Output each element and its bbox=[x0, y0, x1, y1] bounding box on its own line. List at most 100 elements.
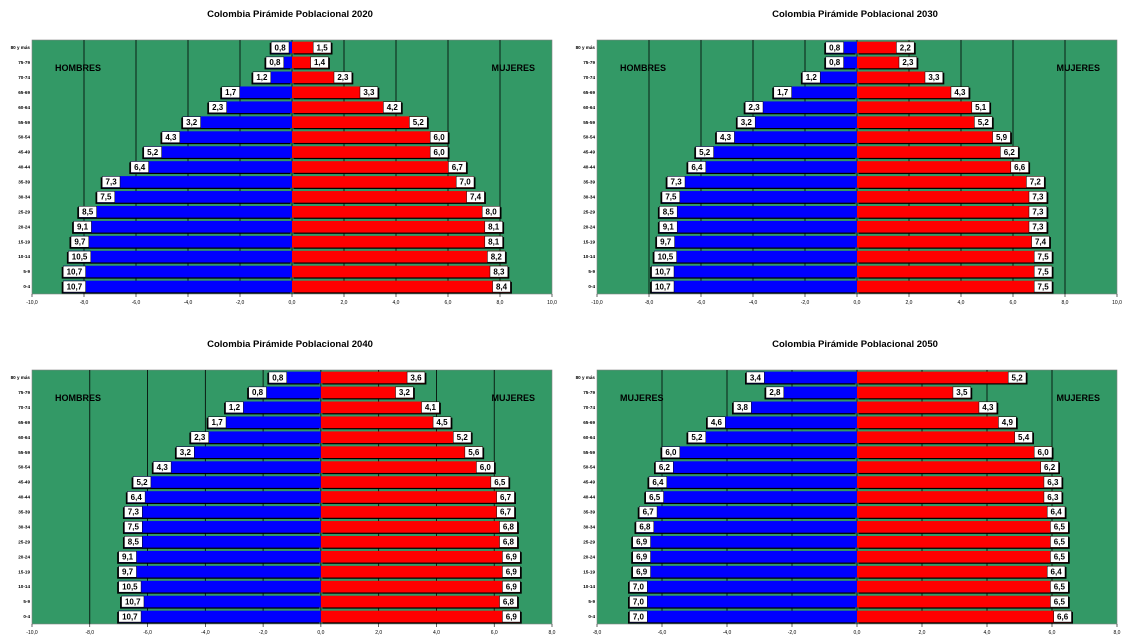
value-label: 10,7 bbox=[67, 267, 83, 276]
bar-right bbox=[292, 191, 485, 203]
value-label-box bbox=[453, 431, 472, 444]
bar-left bbox=[78, 205, 292, 218]
value-label: 6,8 bbox=[503, 523, 515, 532]
age-group-label: 80 y más bbox=[11, 375, 31, 380]
value-label: 2,3 bbox=[194, 433, 206, 442]
value-label-box bbox=[998, 416, 1017, 429]
value-label: 6,9 bbox=[506, 568, 518, 577]
bar-right bbox=[320, 550, 521, 563]
value-label: 7,5 bbox=[100, 193, 112, 202]
x-tick-label: 8,0 bbox=[1114, 630, 1121, 635]
bar-left bbox=[143, 146, 292, 158]
value-label-box bbox=[648, 476, 668, 488]
x-tick-label: 0,0 bbox=[854, 630, 861, 635]
value-label: 7,2 bbox=[1030, 178, 1042, 187]
value-label: 0,8 bbox=[252, 388, 264, 397]
value-label-box bbox=[101, 176, 121, 188]
bar-left bbox=[651, 280, 857, 293]
value-label-box bbox=[499, 521, 518, 533]
value-label: 1,2 bbox=[256, 73, 268, 82]
age-group-label: 70-74 bbox=[18, 75, 30, 80]
value-label: 1,7 bbox=[212, 418, 224, 427]
age-group-label: 0-4 bbox=[23, 614, 30, 619]
value-label-box bbox=[466, 191, 485, 203]
bar-left bbox=[121, 595, 321, 608]
value-label: 4,3 bbox=[157, 463, 169, 472]
value-label-box bbox=[1033, 280, 1053, 293]
bar-left bbox=[629, 610, 857, 623]
value-label: 7,3 bbox=[1032, 208, 1044, 217]
value-label: 7,4 bbox=[470, 193, 482, 202]
bar-left bbox=[773, 86, 857, 99]
value-label-box bbox=[1046, 506, 1066, 518]
age-group-label: 50-54 bbox=[18, 135, 30, 140]
value-label: 8,0 bbox=[486, 208, 498, 217]
value-label: 6,3 bbox=[1047, 478, 1059, 487]
bar-right bbox=[320, 595, 518, 608]
value-label: 6,5 bbox=[1054, 523, 1066, 532]
x-tick-label: -4,0 bbox=[749, 300, 758, 305]
bar-right bbox=[320, 461, 495, 473]
bar-left bbox=[182, 116, 292, 129]
bar-right bbox=[857, 476, 1062, 488]
value-label-box bbox=[707, 416, 726, 429]
age-group-label: 65-69 bbox=[583, 420, 595, 425]
value-label: 6,5 bbox=[494, 478, 506, 487]
value-label-box bbox=[635, 521, 655, 533]
bar-left bbox=[688, 431, 857, 444]
value-label: 2,8 bbox=[769, 388, 781, 397]
value-label-box bbox=[207, 416, 227, 429]
value-label: 2,2 bbox=[900, 43, 912, 52]
value-label-box bbox=[176, 446, 195, 458]
age-group-label: 65-69 bbox=[583, 90, 595, 95]
value-label-box bbox=[492, 280, 511, 293]
pyramid-chart-2050: Colombia Pirámide Poblacional 2050 -8,0 -6… bbox=[565, 330, 1130, 635]
left-side-label: HOMBRES bbox=[55, 393, 101, 403]
value-label-box bbox=[651, 265, 675, 278]
value-label: 0,8 bbox=[269, 58, 281, 67]
bar-left bbox=[248, 386, 321, 399]
value-label: 3,2 bbox=[180, 448, 192, 457]
bar-right bbox=[857, 431, 1033, 444]
age-group-label: 45-49 bbox=[583, 480, 595, 485]
bar-right bbox=[857, 580, 1069, 593]
age-group-label: 75-79 bbox=[18, 60, 30, 65]
x-tick-label: -6,0 bbox=[143, 630, 152, 635]
bar-left bbox=[130, 161, 292, 173]
value-label: 7,5 bbox=[665, 193, 677, 202]
value-label-box bbox=[659, 206, 678, 218]
bar-left bbox=[651, 265, 857, 278]
bar-right bbox=[857, 610, 1072, 623]
bar-right bbox=[292, 265, 508, 278]
value-label-box bbox=[421, 401, 440, 414]
value-label: 4,5 bbox=[436, 418, 448, 427]
bar-left bbox=[176, 446, 321, 459]
bar-left bbox=[208, 416, 321, 429]
left-side-label: HOMBRES bbox=[55, 63, 101, 73]
value-label-box bbox=[666, 176, 686, 188]
value-label: 0,8 bbox=[829, 43, 841, 52]
age-group-label: 30-34 bbox=[583, 194, 595, 199]
value-label: 8,1 bbox=[488, 238, 500, 247]
bar-right bbox=[857, 220, 1047, 233]
age-group-label: 30-34 bbox=[583, 524, 595, 529]
value-label: 6,0 bbox=[434, 148, 446, 157]
bar-right bbox=[857, 416, 1017, 429]
age-group-label: 30-34 bbox=[18, 194, 30, 199]
value-label: 2,3 bbox=[749, 103, 761, 112]
value-label-box bbox=[974, 116, 993, 128]
x-tick-label: -10,0 bbox=[26, 300, 38, 305]
bar-right bbox=[857, 565, 1065, 578]
value-label-box bbox=[499, 595, 518, 608]
age-group-label: 35-39 bbox=[583, 510, 595, 515]
value-label: 6,5 bbox=[1054, 538, 1066, 547]
value-label-box bbox=[898, 56, 918, 69]
value-label-box bbox=[73, 220, 92, 233]
bar-right bbox=[320, 580, 521, 593]
bar-right bbox=[292, 101, 402, 114]
bar-left bbox=[97, 191, 292, 203]
value-label: 6,9 bbox=[506, 612, 518, 621]
x-tick-label: 10,0 bbox=[547, 300, 557, 305]
value-label: 6,9 bbox=[506, 553, 518, 562]
x-tick-label: 4,0 bbox=[958, 300, 965, 305]
